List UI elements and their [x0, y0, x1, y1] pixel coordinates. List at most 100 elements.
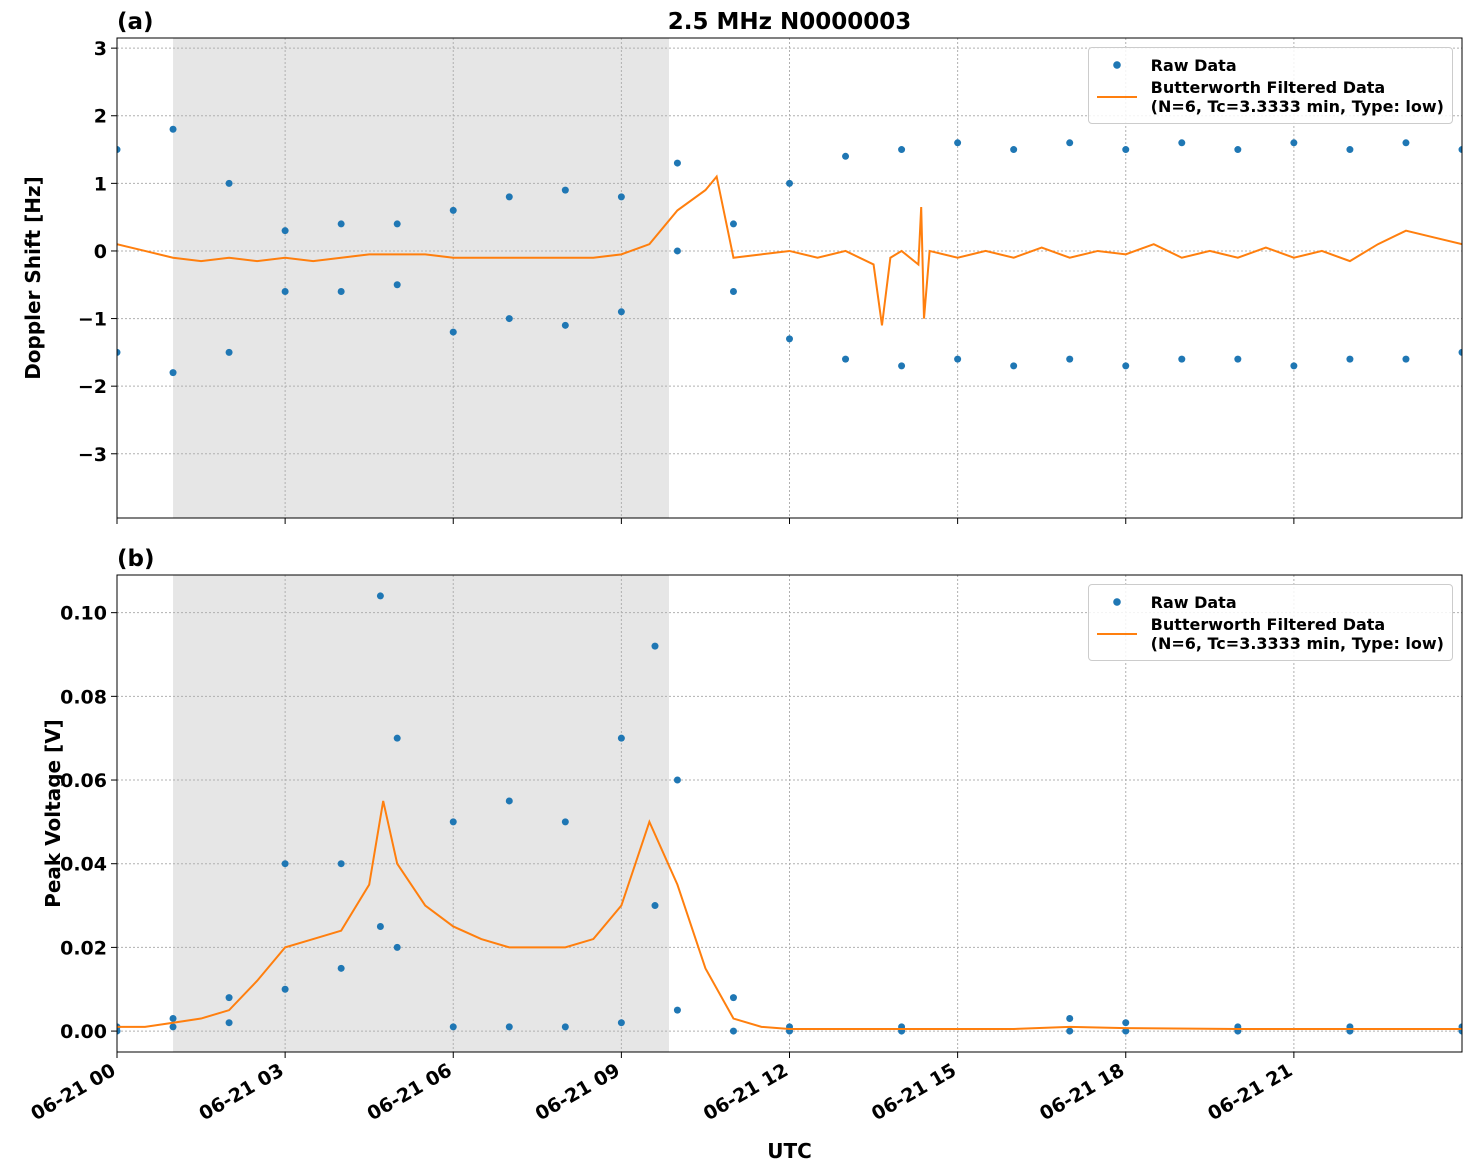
legend-key — [1096, 624, 1137, 644]
raw-point — [651, 642, 659, 650]
legend-label: Raw Data — [1150, 592, 1237, 612]
axes-frame — [116, 574, 1463, 1053]
plot-area — [117, 38, 1462, 518]
raw-point — [561, 1023, 569, 1031]
raw-point — [673, 1006, 681, 1014]
raw-point — [898, 362, 906, 370]
raw-point — [505, 1023, 513, 1031]
raw-point — [449, 206, 457, 214]
x-tick-label: 06-21 06 — [363, 1059, 455, 1125]
y-tick-label: 2 — [94, 106, 107, 128]
raw-point — [561, 186, 569, 194]
filtered-line — [117, 800, 1462, 1030]
legend-key — [1096, 87, 1137, 107]
raw-point — [673, 776, 681, 784]
raw-point — [505, 315, 513, 323]
axes-frame — [116, 37, 1463, 519]
raw-point — [376, 592, 384, 600]
y-tick-label: 0.04 — [60, 854, 107, 876]
raw-point — [1402, 139, 1410, 147]
y-tick-label: −3 — [78, 444, 107, 466]
raw-point — [1178, 355, 1186, 363]
x-tick-label: 06-21 18 — [1036, 1059, 1128, 1125]
x-axis-label: UTC — [767, 1139, 812, 1163]
legend-key — [1096, 592, 1137, 612]
y-tick-label: 0.00 — [60, 1021, 107, 1043]
raw-point — [225, 179, 233, 187]
raw-point — [281, 227, 289, 235]
legend-entry: Butterworth Filtered Data (N=6, Tc=3.333… — [1096, 78, 1444, 116]
raw-point — [393, 220, 401, 228]
chart-title: 2.5 MHz N0000003 — [668, 9, 912, 35]
y-tick-label: 1 — [94, 173, 107, 195]
raw-point — [842, 355, 850, 363]
legend-label: Butterworth Filtered Data (N=6, Tc=3.333… — [1150, 615, 1444, 653]
raw-point — [281, 985, 289, 993]
legend-key — [1096, 55, 1137, 75]
raw-point — [117, 348, 121, 356]
raw-point — [337, 964, 345, 972]
raw-point — [1122, 1019, 1130, 1027]
raw-point — [505, 797, 513, 805]
raw-point — [561, 818, 569, 826]
legend-entry: Raw Data — [1096, 592, 1444, 612]
raw-point — [169, 369, 177, 377]
panel-label: (a) — [117, 9, 154, 35]
y-tick-label: 0.02 — [60, 937, 107, 959]
raw-point — [1290, 139, 1298, 147]
raw-point — [1346, 146, 1354, 154]
raw-point — [617, 193, 625, 201]
legend: Raw Data Butterworth Filtered Data (N=6, … — [1087, 584, 1453, 661]
x-tick-label: 06-21 03 — [195, 1059, 287, 1125]
y-tick-label: 0.08 — [60, 686, 107, 708]
y-tick-label: 0.10 — [60, 603, 107, 625]
raw-point — [617, 734, 625, 742]
raw-point — [225, 348, 233, 356]
raw-point — [1234, 146, 1242, 154]
x-tick-label: 06-21 21 — [1204, 1059, 1296, 1125]
raw-point — [505, 193, 513, 201]
raw-point — [651, 902, 659, 910]
raw-point — [1066, 1027, 1074, 1035]
plot-area — [117, 575, 1462, 1052]
raw-point — [337, 288, 345, 296]
raw-point — [617, 1019, 625, 1027]
y-tick-label: 0.06 — [60, 770, 107, 792]
raw-point — [281, 860, 289, 868]
raw-point — [169, 1015, 177, 1023]
filtered-line — [117, 174, 1462, 326]
raw-point — [898, 146, 906, 154]
raw-point — [225, 994, 233, 1002]
raw-point — [561, 321, 569, 329]
raw-point — [225, 1019, 233, 1027]
raw-point — [842, 152, 850, 160]
y-axis-label: Doppler Shift [Hz] — [21, 176, 45, 380]
shaded-region — [173, 38, 670, 518]
panel-label: (b) — [117, 546, 155, 572]
raw-point — [1346, 355, 1354, 363]
raw-point — [449, 818, 457, 826]
y-tick-label: −1 — [78, 309, 107, 331]
raw-point — [1122, 146, 1130, 154]
x-tick-label: 06-21 15 — [868, 1059, 960, 1125]
raw-point — [449, 1023, 457, 1031]
x-tick-label: 06-21 12 — [700, 1059, 792, 1125]
raw-point — [169, 1023, 177, 1031]
x-tick-label: 06-21 00 — [27, 1059, 119, 1125]
raw-point — [1234, 355, 1242, 363]
raw-point — [1066, 139, 1074, 147]
raw-point — [954, 355, 962, 363]
raw-point — [1290, 362, 1298, 370]
raw-point — [117, 146, 121, 154]
raw-point — [393, 943, 401, 951]
raw-point — [729, 220, 737, 228]
legend-label: Raw Data — [1150, 55, 1237, 75]
raw-point — [617, 308, 625, 316]
raw-point — [673, 247, 681, 255]
legend: Raw Data Butterworth Filtered Data (N=6, … — [1087, 47, 1453, 124]
raw-point — [786, 335, 793, 343]
raw-point — [117, 1027, 121, 1035]
raw-point — [1402, 355, 1410, 363]
raw-point — [337, 860, 345, 868]
